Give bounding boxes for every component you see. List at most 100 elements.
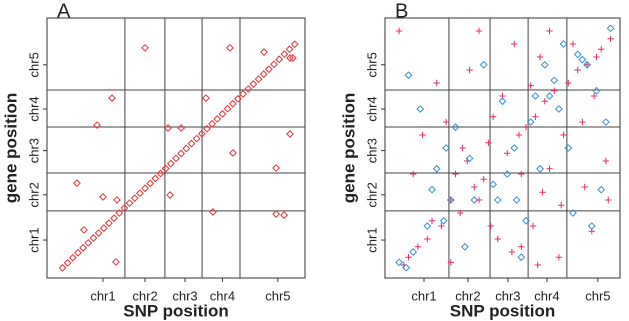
point: [272, 210, 281, 218]
point: [161, 164, 170, 173]
point: [581, 183, 588, 191]
point: [208, 208, 217, 216]
x-tick-label: chr3: [495, 288, 520, 303]
x-tick-label: chr2: [132, 288, 157, 303]
point: [110, 214, 118, 223]
x-tick-label: chr3: [172, 288, 197, 303]
point: [146, 179, 155, 188]
x-tick-label: chr5: [265, 288, 290, 303]
point: [442, 144, 451, 152]
point: [164, 124, 172, 132]
plot-frame: [384, 17, 621, 279]
point: [259, 70, 268, 79]
point: [601, 118, 610, 126]
point: [447, 259, 454, 266]
x-tick-label: chr4: [210, 288, 235, 303]
y-tick-label: chr2: [26, 182, 41, 207]
point: [405, 254, 412, 261]
x-tick-label: chr1: [90, 288, 115, 303]
point: [560, 131, 567, 139]
point: [539, 189, 546, 196]
point: [559, 40, 568, 48]
point: [264, 65, 273, 74]
point: [89, 234, 98, 242]
point: [182, 144, 191, 153]
point: [395, 27, 403, 35]
point: [475, 196, 483, 204]
point: [113, 196, 121, 204]
point: [515, 131, 523, 139]
point: [395, 258, 404, 267]
point: [177, 124, 186, 132]
point: [223, 104, 232, 113]
point: [452, 170, 459, 178]
y-tick-label: chr3: [26, 138, 41, 163]
point: [546, 165, 553, 172]
point: [228, 99, 237, 108]
point: [290, 40, 299, 49]
x-tick-label: chr4: [534, 288, 559, 303]
point: [583, 60, 592, 69]
point: [606, 24, 615, 33]
point: [569, 209, 577, 217]
point: [446, 196, 455, 204]
point: [602, 157, 610, 165]
point: [423, 222, 432, 230]
point: [439, 216, 448, 225]
point: [487, 222, 494, 230]
point: [531, 92, 540, 100]
point: [402, 263, 411, 272]
point: [270, 60, 278, 69]
point: [156, 169, 165, 178]
point: [529, 222, 537, 230]
point: [99, 192, 107, 201]
point: [172, 154, 180, 163]
point: [480, 176, 487, 183]
point: [517, 253, 526, 262]
point: [565, 79, 572, 87]
point: [272, 164, 281, 172]
point: [512, 196, 521, 204]
point: [428, 217, 436, 224]
point: [579, 118, 586, 126]
point: [493, 196, 502, 204]
point: [93, 121, 101, 130]
point: [151, 174, 160, 183]
point: [518, 243, 525, 250]
point: [177, 149, 186, 158]
point: [442, 118, 450, 126]
point: [234, 94, 242, 103]
x-axis-label: SNP position: [450, 301, 555, 320]
point: [94, 229, 103, 237]
y-tick-label: chr5: [364, 52, 379, 77]
point: [592, 86, 601, 95]
point: [460, 242, 469, 251]
point: [280, 211, 289, 219]
y-tick-label: chr1: [26, 227, 41, 252]
point: [285, 45, 294, 54]
point: [105, 219, 113, 228]
point: [447, 196, 454, 204]
point: [459, 144, 466, 152]
point: [79, 225, 88, 234]
point: [479, 60, 488, 69]
point: [583, 61, 591, 68]
point: [187, 139, 196, 148]
point: [550, 76, 559, 85]
point: [593, 53, 600, 61]
point: [275, 55, 284, 64]
point: [438, 222, 445, 230]
point: [503, 170, 512, 178]
point: [526, 118, 535, 126]
point: [120, 204, 129, 212]
point: [213, 114, 222, 123]
point: [428, 185, 436, 194]
point: [239, 90, 247, 98]
point: [84, 238, 93, 247]
point: [498, 97, 507, 106]
point: [141, 184, 149, 193]
point: [574, 66, 581, 74]
point: [545, 92, 554, 100]
point: [416, 105, 425, 113]
